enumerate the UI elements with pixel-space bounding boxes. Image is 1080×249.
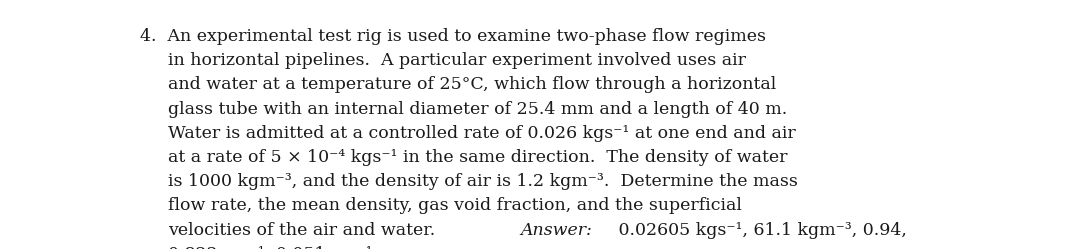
Text: in horizontal pipelines.  A particular experiment involved uses air: in horizontal pipelines. A particular ex… [168,52,746,69]
Text: Answer:: Answer: [519,222,592,239]
Text: at a rate of 5 × 10⁻⁴ kgs⁻¹ in the same direction.  The density of water: at a rate of 5 × 10⁻⁴ kgs⁻¹ in the same … [168,149,787,166]
Text: 0.02605 kgs⁻¹, 61.1 kgm⁻³, 0.94,: 0.02605 kgs⁻¹, 61.1 kgm⁻³, 0.94, [612,222,906,239]
Text: Water is admitted at a controlled rate of 0.026 kgs⁻¹ at one end and air: Water is admitted at a controlled rate o… [168,125,796,142]
Text: 0.822 ms⁻¹, 0.051 ms⁻¹: 0.822 ms⁻¹, 0.051 ms⁻¹ [168,246,373,249]
Text: and water at a temperature of 25°C, which flow through a horizontal: and water at a temperature of 25°C, whic… [168,76,777,93]
Text: flow rate, the mean density, gas void fraction, and the superficial: flow rate, the mean density, gas void fr… [168,197,742,214]
Text: velocities of the air and water.: velocities of the air and water. [168,222,441,239]
Text: is 1000 kgm⁻³, and the density of air is 1.2 kgm⁻³.  Determine the mass: is 1000 kgm⁻³, and the density of air is… [168,173,798,190]
Text: glass tube with an internal diameter of 25.4 mm and a length of 40 m.: glass tube with an internal diameter of … [168,101,787,118]
Text: 4.  An experimental test rig is used to examine two-phase flow regimes: 4. An experimental test rig is used to e… [140,28,766,45]
